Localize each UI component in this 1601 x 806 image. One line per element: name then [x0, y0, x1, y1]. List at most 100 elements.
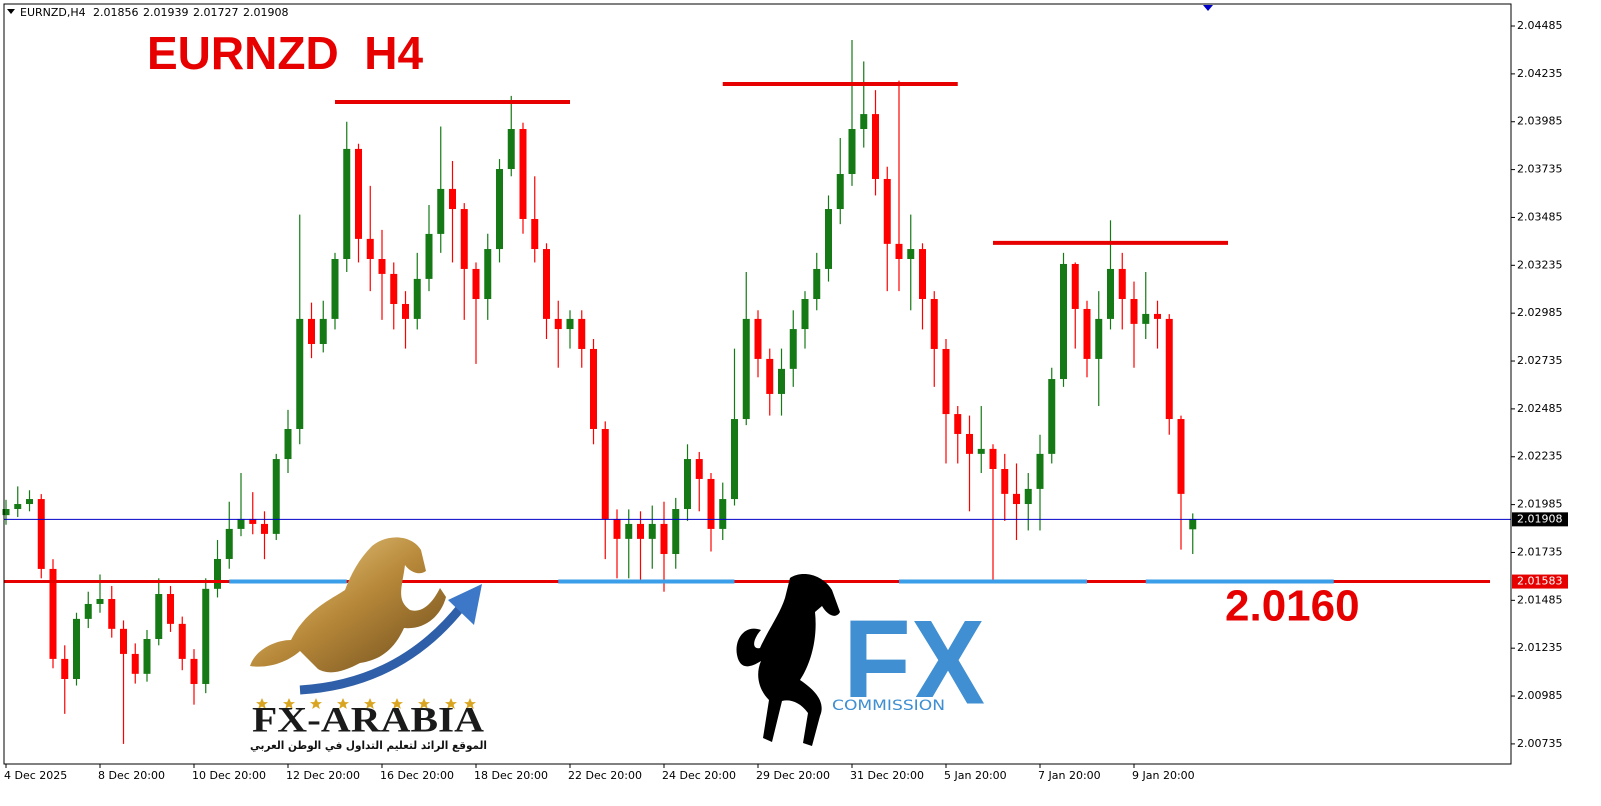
x-tick-label: 31 Dec 20:00: [850, 769, 924, 782]
x-tick-label: 16 Dec 20:00: [380, 769, 454, 782]
logo-backing: [830, 697, 948, 714]
y-tick-label: 2.03735: [1517, 163, 1563, 176]
candle-body: [120, 628, 127, 654]
shift-marker: [1203, 5, 1213, 11]
candle-body: [907, 249, 915, 259]
support-price-label: 2.01583: [1517, 575, 1563, 588]
candle-body: [296, 318, 304, 429]
candle-body: [1024, 488, 1032, 505]
candle-body: [531, 218, 539, 250]
candle-body: [496, 169, 503, 250]
candle-body: [801, 299, 809, 330]
candle-body: [1177, 419, 1185, 494]
candle-body: [249, 518, 257, 524]
logo-arrowhead: [448, 584, 482, 625]
y-tick-label: 2.00735: [1517, 737, 1563, 750]
candle-body: [601, 428, 609, 519]
candle-body: [1189, 519, 1197, 530]
y-tick-label: 2.01235: [1517, 641, 1563, 654]
candle-body: [1130, 299, 1138, 324]
candle-body: [1095, 318, 1103, 359]
candle-body: [413, 278, 421, 319]
candle-body: [425, 233, 433, 279]
candle-body: [1013, 493, 1020, 505]
y-tick-label: 2.04235: [1517, 67, 1563, 80]
candle-body: [566, 318, 574, 330]
candle-body: [484, 249, 492, 300]
symbol: EURNZD,H4: [20, 6, 86, 19]
y-tick-label: 2.02235: [1517, 450, 1563, 463]
candle-body: [355, 148, 362, 239]
candle-body: [731, 419, 738, 500]
candle-body: [660, 523, 668, 554]
y-tick-label: 2.01735: [1517, 545, 1563, 558]
support-annotation: 2.0160: [1225, 582, 1360, 631]
candle-body: [543, 249, 550, 319]
candle-body: [26, 499, 33, 505]
candle-body: [554, 318, 562, 330]
fx-arabia-name: FX-ARABIA: [252, 699, 484, 739]
candle-body: [1001, 468, 1009, 494]
candle-body: [883, 178, 891, 244]
x-tick-label: 7 Jan 20:00: [1038, 769, 1101, 782]
y-tick-label: 2.03985: [1517, 115, 1563, 128]
candle-body: [1118, 268, 1126, 300]
header-high: 2.01939: [143, 6, 189, 19]
candle-body: [1165, 318, 1173, 420]
candle-body: [319, 318, 327, 344]
candle-body: [942, 348, 950, 415]
y-tick-label: 2.02985: [1517, 306, 1563, 319]
x-tick-label: 12 Dec 20:00: [286, 769, 360, 782]
candle-body: [437, 188, 445, 234]
candle-body: [131, 653, 139, 674]
fx-arabia-tagline: الموقع الرائد لتعليم التداول في الوطن ال…: [250, 739, 487, 752]
candle-body: [966, 433, 973, 454]
header-low: 2.01727: [193, 6, 239, 19]
x-tick-label: 18 Dec 20:00: [474, 769, 548, 782]
y-tick-label: 2.01985: [1517, 498, 1563, 511]
candle-body: [1083, 308, 1091, 359]
candle-body: [37, 499, 45, 569]
candle-body: [155, 594, 163, 639]
candle-body: [719, 499, 727, 529]
support-box: [1512, 574, 1568, 589]
candle-body: [707, 478, 715, 529]
candle-body: [284, 428, 292, 460]
candle-body: [143, 638, 151, 674]
y-tick-label: 2.00985: [1517, 689, 1563, 702]
candle-body: [214, 558, 221, 589]
candle-body: [848, 129, 856, 174]
header-open: 2.01856: [93, 6, 139, 19]
candle-body: [390, 273, 398, 304]
fx-arabia-logo: FX-ARABIA الموقع الرائد لتعليم التداول ف…: [250, 537, 487, 752]
candle-body: [507, 129, 515, 170]
candle-body: [1048, 379, 1056, 454]
logo-arrow: [299, 603, 466, 695]
candle-body: [460, 209, 468, 269]
candle-body: [637, 523, 644, 539]
candle-body: [977, 448, 985, 454]
current-price-box: [1512, 512, 1568, 527]
candle-body: [519, 129, 527, 219]
logos: FX-ARABIA الموقع الرائد لتعليم التداول ف…: [250, 537, 985, 752]
x-tick-label: 29 Dec 20:00: [756, 769, 830, 782]
x-tick-label: 8 Dec 20:00: [98, 769, 165, 782]
candle-body: [449, 188, 456, 210]
candle-body: [61, 658, 69, 680]
candle-body: [261, 523, 268, 534]
y-tick-label: 2.03235: [1517, 258, 1563, 271]
candle-body: [625, 523, 633, 539]
candle-body: [1036, 453, 1044, 489]
fx-commission-logo: FX COMMISSION: [736, 574, 985, 746]
x-tick-label: 22 Dec 20:00: [568, 769, 642, 782]
candle-body: [613, 518, 621, 539]
candle-body: [190, 658, 198, 684]
candle-body: [402, 303, 409, 319]
candle-body: [648, 523, 656, 539]
candle-body: [578, 318, 586, 349]
candle-body: [1142, 313, 1150, 324]
y-tick-label: 2.02735: [1517, 354, 1563, 367]
x-tick-label: 10 Dec 20:00: [192, 769, 266, 782]
candle-body: [778, 368, 785, 394]
